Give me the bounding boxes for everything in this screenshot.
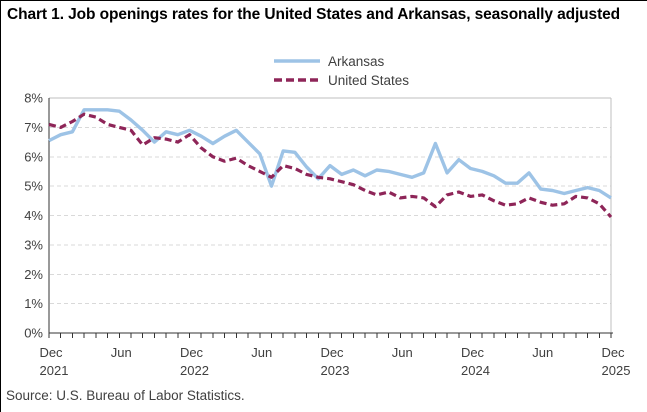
- chart-title: Chart 1. Job openings rates for the Unit…: [7, 6, 621, 23]
- x-label-month-36: Dec: [461, 345, 485, 360]
- y-tick-label-6pct: 6%: [24, 149, 43, 164]
- x-label-month-12: Dec: [180, 345, 204, 360]
- y-tick-label-0pct: 0%: [24, 326, 43, 341]
- x-label-year-2023: 2023: [321, 363, 350, 378]
- x-label-month-30: Jun: [392, 345, 413, 360]
- arkansas-line-swatch-icon: [274, 59, 320, 63]
- x-label-month-6: Jun: [111, 345, 132, 360]
- x-label-year-2024: 2024: [461, 363, 490, 378]
- x-label-year-2022: 2022: [180, 363, 209, 378]
- united-states-line: [48, 112, 613, 219]
- y-tick-label-1pct: 1%: [24, 296, 43, 311]
- y-tick-label-4pct: 4%: [24, 208, 43, 223]
- x-label-month-0: Dec: [39, 345, 63, 360]
- x-label-month-18: Jun: [251, 345, 272, 360]
- x-label-month-42: Jun: [532, 345, 553, 360]
- source-note: Source: U.S. Bureau of Labor Statistics.: [6, 388, 245, 403]
- y-tick-label-7pct: 7%: [24, 120, 43, 135]
- y-tick-label-5pct: 5%: [24, 179, 43, 194]
- x-label-year-2021: 2021: [40, 363, 69, 378]
- y-tick-label-8pct: 8%: [24, 91, 43, 106]
- y-tick-label-3pct: 3%: [24, 237, 43, 252]
- x-label-year-2025: 2025: [602, 363, 631, 378]
- legend-item-arkansas: Arkansas: [273, 52, 409, 70]
- arkansas-line: [48, 108, 612, 200]
- legend-label-united-states: United States: [328, 72, 410, 88]
- legend-item-united-states: United States: [273, 71, 409, 89]
- x-label-month-24: Dec: [320, 345, 344, 360]
- united-states-line-swatch-icon: [274, 78, 320, 82]
- y-tick-label-2pct: 2%: [24, 267, 43, 282]
- x-label-month-48: Dec: [601, 345, 625, 360]
- legend-label-arkansas: Arkansas: [328, 53, 385, 69]
- legend: Arkansas United States: [273, 52, 409, 89]
